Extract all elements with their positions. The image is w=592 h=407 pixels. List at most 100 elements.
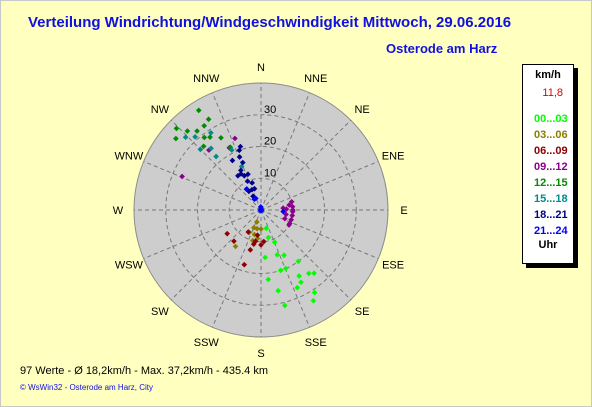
data-point — [294, 284, 301, 291]
direction-label: NW — [151, 104, 170, 116]
data-point — [229, 157, 236, 164]
data-point — [275, 287, 281, 294]
legend-item: 12...15 — [534, 177, 568, 189]
direction-label: NNW — [193, 73, 220, 85]
direction-spoke — [211, 209, 262, 328]
direction-label: NNE — [304, 73, 327, 85]
data-point — [263, 225, 270, 232]
data-point — [283, 211, 289, 218]
direction-spoke — [260, 92, 311, 211]
data-point — [280, 208, 286, 215]
direction-label: N — [257, 62, 265, 74]
data-point — [260, 238, 267, 245]
data-point — [305, 270, 312, 277]
data-point — [296, 273, 302, 279]
data-point — [228, 147, 235, 153]
data-point — [286, 202, 292, 208]
data-point — [232, 135, 238, 142]
legend-item: 18...21 — [534, 209, 568, 221]
legend-item: 00...03 — [534, 113, 568, 125]
data-point — [201, 122, 208, 129]
data-point — [244, 178, 251, 185]
data-point — [298, 279, 304, 286]
data-point — [241, 261, 248, 268]
speed-tick-label: 30 — [264, 104, 276, 116]
legend-item: 09...12 — [534, 161, 568, 173]
legend-item: 15...18 — [534, 193, 568, 205]
data-points — [173, 107, 318, 309]
direction-spoke — [260, 209, 352, 301]
data-point — [251, 185, 258, 192]
data-point — [182, 134, 189, 141]
data-point — [289, 208, 296, 215]
data-point — [274, 251, 281, 258]
legend-max: 11,8 — [542, 87, 563, 99]
legend-item: 21...24 — [534, 225, 568, 237]
direction-label: SSE — [305, 337, 327, 349]
direction-spoke — [143, 160, 262, 211]
data-point — [277, 267, 284, 274]
data-point — [310, 297, 317, 304]
data-point — [243, 186, 250, 193]
legend-footer: Uhr — [538, 239, 558, 251]
legend-item: 03...06 — [534, 129, 568, 141]
data-point — [265, 234, 272, 241]
stats-line: 97 Werte - Ø 18,2km/h - Max. 37,2km/h - … — [20, 365, 268, 377]
range-ring — [165, 114, 357, 306]
data-point — [239, 159, 246, 166]
data-point — [201, 134, 208, 141]
data-point — [271, 239, 278, 245]
footer-credit: © WsWin32 - Osterode am Harz, City — [20, 383, 154, 392]
direction-spoke — [260, 160, 379, 211]
data-point — [236, 154, 243, 160]
data-point — [207, 134, 213, 141]
chart-title: Verteilung Windrichtung/Windgeschwindigk… — [28, 14, 512, 31]
data-point — [295, 258, 302, 265]
direction-label: S — [257, 348, 264, 360]
data-point — [281, 302, 288, 309]
data-point — [200, 143, 207, 150]
direction-label: WNW — [115, 150, 144, 162]
data-point — [311, 289, 318, 296]
speed-tick-labels: 10 20 30 — [264, 104, 276, 180]
direction-label: E — [400, 205, 407, 217]
legend: km/h 11,8 00...03 03...06 06...09 09...1… — [522, 64, 574, 264]
data-point — [232, 243, 239, 250]
data-point — [249, 179, 255, 186]
data-point — [224, 230, 231, 237]
speed-tick-label: 10 — [264, 167, 276, 179]
data-point — [237, 143, 244, 150]
data-point — [251, 196, 258, 203]
data-point — [311, 270, 317, 277]
data-point — [213, 153, 219, 160]
direction-label: SE — [355, 306, 370, 318]
data-point — [231, 238, 237, 244]
location-label: Osterode am Harz — [386, 41, 498, 56]
legend-item: 06...09 — [534, 145, 568, 157]
direction-label: W — [113, 205, 124, 217]
data-point — [258, 242, 264, 248]
data-point — [205, 116, 212, 123]
data-point — [265, 276, 272, 283]
data-point — [282, 215, 288, 222]
data-point — [258, 226, 264, 232]
data-point — [238, 171, 244, 177]
direction-spoke — [260, 119, 352, 211]
data-point — [286, 222, 292, 228]
data-point — [237, 167, 244, 174]
data-point — [195, 107, 202, 114]
data-point — [184, 128, 191, 134]
data-point — [262, 254, 268, 261]
data-point — [250, 241, 257, 247]
data-point — [197, 146, 204, 153]
direction-labels: N NNE NE ENE E ESE SE SSE S SSW SW WSW W WNW NW NNW — [113, 62, 408, 360]
data-point — [218, 134, 224, 141]
direction-label: NE — [354, 104, 369, 116]
data-point — [289, 212, 296, 219]
data-point — [208, 145, 214, 152]
data-point — [288, 198, 295, 205]
data-point — [245, 171, 251, 178]
data-point — [194, 128, 200, 134]
center-marker — [258, 207, 264, 213]
data-point — [281, 252, 287, 259]
